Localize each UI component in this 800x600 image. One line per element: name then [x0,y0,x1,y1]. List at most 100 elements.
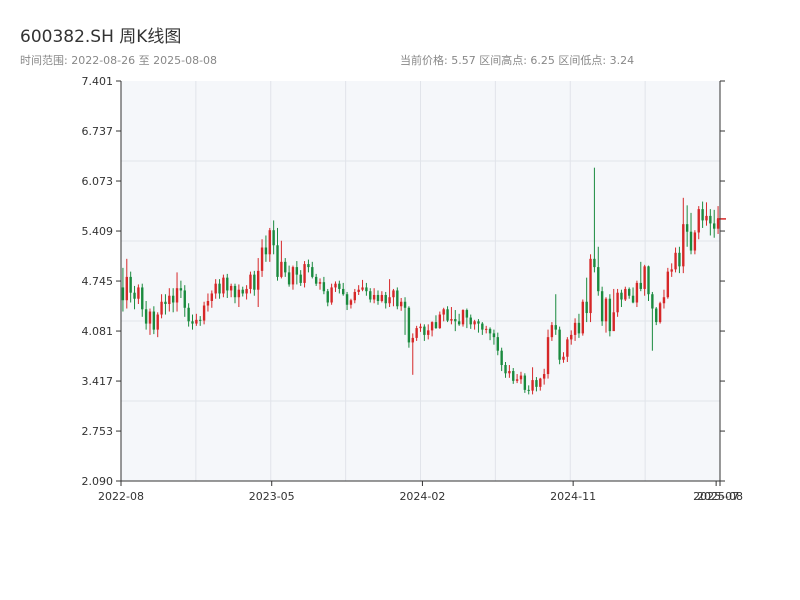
candle-body [272,230,275,246]
candle-body [713,223,716,229]
candle-body [616,292,619,313]
candle-body [515,379,519,381]
candle-body [608,298,612,332]
candle-body [674,252,677,270]
candle-body [121,287,125,301]
candle-body [253,274,256,290]
candle-body [624,288,627,300]
candle-body [280,261,283,277]
candle-body [284,261,287,273]
candle-body [678,252,681,267]
candle-body [210,293,214,301]
candle-body [550,325,554,338]
candle-body [423,326,426,335]
candle-body [519,375,523,380]
candle-body [156,314,159,330]
candle-body [512,371,515,381]
candle-body [427,330,430,335]
candle-body [353,291,357,301]
candle-body [195,319,198,324]
candle-body [345,294,349,305]
candle-body [585,301,588,314]
candle-body [299,274,302,283]
candle-body [376,294,380,301]
x-tick-label: 2024-02 [399,490,445,503]
candle-body [396,290,399,307]
candle-body [457,321,461,325]
candle-body [639,282,642,289]
candle-body [685,224,689,232]
candle-body [326,291,329,303]
x-tick-label: 2025-07 [693,490,739,503]
candle-body [562,356,565,360]
candle-body [542,374,546,379]
candle-body [222,277,225,294]
y-tick-label: 6.073 [82,175,114,188]
candle-body [137,287,140,299]
candle-body [330,287,333,303]
candle-body [164,301,167,305]
candle-body [577,322,581,334]
candle-body [446,309,449,321]
candle-body [492,333,496,338]
candle-body [295,267,299,275]
candle-body [260,247,264,271]
candle-body [527,389,530,391]
candle-body [307,264,310,268]
candle-body [469,317,472,325]
candle-body [399,301,403,307]
y-tick-label: 4.081 [82,325,114,338]
candle-body [349,300,353,305]
candle-body [314,276,318,284]
candle-body [430,322,434,331]
y-tick-label: 6.737 [82,125,114,138]
candle-body [500,350,503,366]
x-tick-label: 2023-05 [249,490,295,503]
candle-body [187,307,190,322]
candle-body [701,209,704,221]
candle-body [160,301,163,315]
candle-body [175,288,179,303]
candle-body [183,290,186,308]
candle-body [237,289,241,298]
candle-body [477,321,480,324]
candle-body [450,319,453,321]
candle-body [535,380,538,387]
candle-body [241,289,244,294]
candle-body [233,285,237,298]
candle-body [635,282,639,303]
candle-body [631,295,635,303]
candle-body [570,334,573,340]
candle-body [148,311,152,324]
candle-body [651,294,654,309]
candle-body [581,301,585,334]
candle-body [508,371,511,374]
candle-body [191,321,194,324]
candle-body [411,337,414,343]
candle-body [152,311,156,330]
candle-body [593,258,596,268]
candle-body [129,276,132,293]
candle-body [496,337,499,351]
candle-body [438,314,442,329]
candle-body [655,308,658,323]
candle-body [461,310,465,325]
candle-body [168,295,171,305]
candle-body [658,303,662,323]
candle-body [334,283,337,288]
candle-body [709,215,712,224]
candle-body [388,297,391,304]
candle-body [369,291,372,300]
y-tick-label: 3.417 [82,375,114,388]
candle-body [647,266,650,295]
date-range-label: 时间范围: 2022-08-26 至 2025-08-08 [20,54,218,67]
candle-body [662,297,666,304]
candle-body [589,258,592,314]
candle-body [226,277,229,291]
candle-body [689,231,693,251]
candle-body [442,309,445,315]
candle-body [287,272,291,285]
y-tick-label: 4.745 [82,275,114,288]
candle-body [338,283,341,289]
candle-body [643,266,646,289]
